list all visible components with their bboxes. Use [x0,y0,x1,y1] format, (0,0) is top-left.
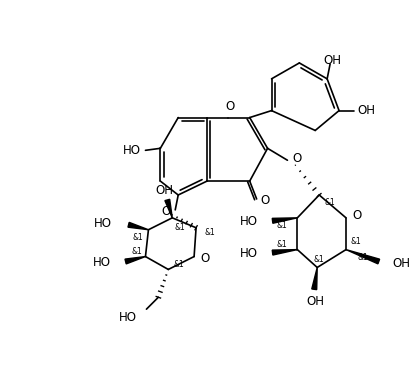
Text: OH: OH [357,104,375,117]
Text: &1: &1 [204,228,215,237]
Text: &1: &1 [132,247,143,256]
Text: HO: HO [240,215,258,228]
Polygon shape [272,218,297,223]
Text: O: O [292,152,301,165]
Text: HO: HO [123,144,141,157]
Text: O: O [352,209,361,223]
Text: O: O [261,194,270,207]
Text: OH: OH [155,183,173,197]
Polygon shape [312,267,317,289]
Text: OH: OH [306,295,324,308]
Text: &1: &1 [358,253,369,262]
Text: &1: &1 [276,221,287,230]
Text: O: O [200,252,209,265]
Text: &1: &1 [173,260,184,269]
Text: HO: HO [93,256,111,269]
Text: O: O [225,99,234,113]
Text: &1: &1 [324,199,335,207]
Polygon shape [272,250,297,255]
Polygon shape [346,250,379,264]
Polygon shape [165,199,172,218]
Text: &1: &1 [351,237,362,246]
Text: &1: &1 [276,240,287,249]
Text: HO: HO [94,217,112,230]
Text: OH: OH [393,257,411,270]
Polygon shape [125,257,146,264]
Text: O: O [161,205,170,218]
Text: OH: OH [323,55,341,67]
Text: &1: &1 [314,255,324,264]
Polygon shape [128,223,148,230]
Text: &1: &1 [174,223,185,232]
Text: &1: &1 [133,233,143,242]
Text: HO: HO [240,247,258,260]
Text: HO: HO [118,311,136,324]
